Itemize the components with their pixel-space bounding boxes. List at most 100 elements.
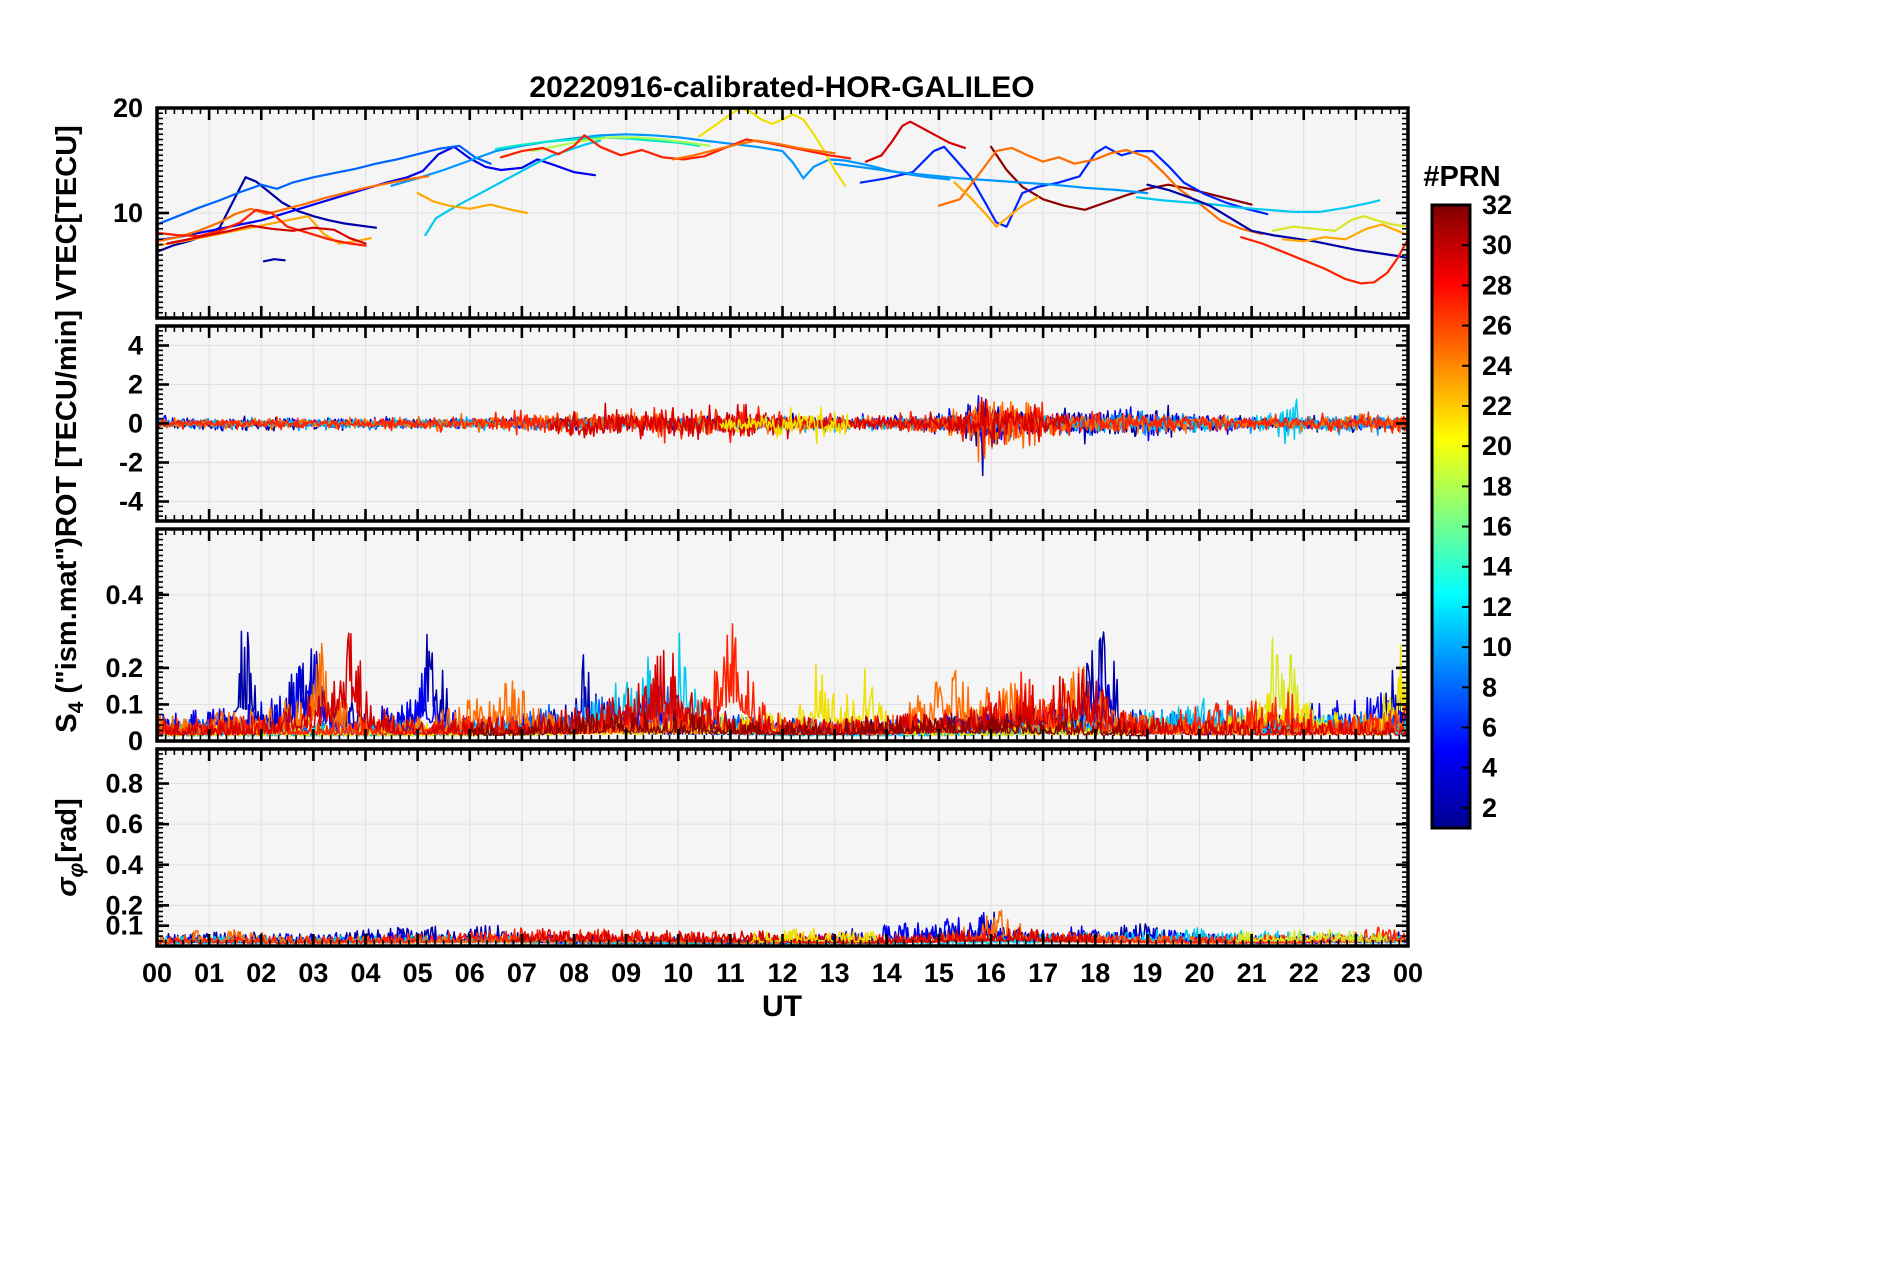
x-tick-label: 17 <box>1028 958 1058 988</box>
series-prn-8 <box>158 144 492 226</box>
y-tick-label: 0.2 <box>105 890 143 920</box>
series-prn-30 <box>864 120 966 163</box>
colorbar-tick-label: 14 <box>1482 552 1512 582</box>
colorbar-tick-label: 4 <box>1482 753 1497 783</box>
x-tick-label: 00 <box>142 958 172 988</box>
x-tick-label: 16 <box>976 958 1006 988</box>
colorbar-tick-label: 10 <box>1482 632 1512 662</box>
series-prn-28 <box>1240 236 1407 285</box>
colorbar-title: #PRN <box>1423 161 1500 193</box>
y-tick-label: 0.6 <box>105 809 143 839</box>
x-tick-label: 08 <box>559 958 589 988</box>
panel-rot: -4 -2 0 2 4 ROT [TECU/min] <box>51 310 1410 537</box>
axis-ticks <box>155 325 1410 522</box>
y-tick-label: 0.4 <box>105 580 143 610</box>
series-prn-32 <box>989 145 1253 211</box>
colorbar-tick-label: 16 <box>1482 512 1512 542</box>
x-tick-label: 07 <box>507 958 537 988</box>
x-tick-label: 22 <box>1289 958 1319 988</box>
series-prn-24 <box>416 192 529 215</box>
panel-border <box>155 324 1410 523</box>
series-prn-28 <box>158 208 367 247</box>
colorbar-tick-label: 26 <box>1482 311 1512 341</box>
series-prn-2 <box>262 258 286 263</box>
x-tick-label: 06 <box>455 958 485 988</box>
x-tick-label: 14 <box>872 958 902 988</box>
series-prn-21 <box>1271 215 1407 232</box>
series-prn-32 <box>469 710 1149 737</box>
y-tick-label: -4 <box>119 487 143 517</box>
panel-s4: 0 0.1 0.2 0.4 S4 ("ism.mat") <box>51 527 1410 756</box>
x-tick-label: 04 <box>350 958 380 988</box>
y-tick-label: 20 <box>113 93 143 123</box>
x-tick-label: 00 <box>1393 958 1423 988</box>
series-prn-24 <box>1281 223 1407 243</box>
y-tick-label: 0 <box>128 409 143 439</box>
series-group <box>158 109 1407 285</box>
chart-title: 20220916-calibrated-HOR-GALILEO <box>529 71 1034 104</box>
colorbar-tick-label: 12 <box>1482 592 1512 622</box>
x-tick-label: 01 <box>194 958 224 988</box>
series-prn-21 <box>1235 928 1388 943</box>
panel-vtec: 10 20 VTEC[TECU] <box>51 93 1410 320</box>
series-prn-20 <box>750 927 878 943</box>
series-prn-24 <box>953 181 1039 228</box>
colorbar-tick-label: 22 <box>1482 391 1512 421</box>
colorbar-tick-label: 30 <box>1482 230 1512 260</box>
y-tick-label: 0.2 <box>105 653 143 683</box>
x-tick-label: 13 <box>820 958 850 988</box>
x-axis-label: UT <box>762 990 802 1023</box>
x-tick-label: 05 <box>403 958 433 988</box>
grid-lines <box>157 108 1408 318</box>
x-tick-label: 10 <box>663 958 693 988</box>
y-tick-label: 10 <box>113 198 143 228</box>
x-tick-label: 20 <box>1184 958 1214 988</box>
colorbar-tick-label: 28 <box>1482 270 1512 300</box>
series-prn-4 <box>158 145 596 242</box>
series-prn-20 <box>698 109 847 187</box>
y-tick-label: 0 <box>128 726 143 756</box>
series-prn-12 <box>424 139 602 237</box>
colorbar-gradient <box>1432 205 1470 828</box>
series-prn-26 <box>158 175 430 243</box>
panel-border <box>155 106 1410 320</box>
x-tick-label: 11 <box>716 958 745 988</box>
y-tick-label: 0.4 <box>105 850 143 880</box>
panel-border <box>155 747 1410 948</box>
series-prn-18 <box>531 136 711 153</box>
y-tick-label: 2 <box>128 370 143 400</box>
series-prn-30 <box>547 396 1070 448</box>
panel-sigma_phi: 0.10.2 0.4 0.6 0.8 σφ[rad] <box>51 747 1410 948</box>
series-prn-6 <box>859 145 1269 228</box>
colorbar-tick-label: 18 <box>1482 471 1512 501</box>
series-prn-10 <box>390 133 951 187</box>
x-tick-label: 09 <box>611 958 641 988</box>
colorbar-tick-label: 8 <box>1482 672 1497 702</box>
series-prn-12 <box>1135 196 1381 213</box>
y-tick-label: 0.1 <box>105 689 143 719</box>
panel-border <box>155 527 1410 743</box>
grid-lines <box>157 749 1408 946</box>
series-prn-20 <box>719 406 852 445</box>
x-tick-label: 03 <box>298 958 328 988</box>
x-tick-label: 18 <box>1080 958 1110 988</box>
colorbar-tick-label: 2 <box>1482 793 1497 823</box>
series-group <box>158 395 1407 477</box>
series-prn-14 <box>494 136 701 150</box>
y-axis-label-rot: ROT [TECU/min] <box>51 310 83 537</box>
colorbar-tick-label: 32 <box>1482 190 1512 220</box>
y-tick-label: 0.8 <box>105 769 143 799</box>
colorbar-tick-label: 6 <box>1482 713 1497 743</box>
x-tick-label: 12 <box>767 958 797 988</box>
y-axis-label-vtec: VTEC[TECU] <box>51 125 83 301</box>
series-prn-26 <box>671 139 836 161</box>
y-tick-label: 4 <box>128 331 143 361</box>
y-tick-label: 0.1 <box>105 911 143 941</box>
x-tick-label: 19 <box>1132 958 1162 988</box>
series-prn-30 <box>510 927 1096 944</box>
colorbar-tick-label: 24 <box>1482 351 1512 381</box>
